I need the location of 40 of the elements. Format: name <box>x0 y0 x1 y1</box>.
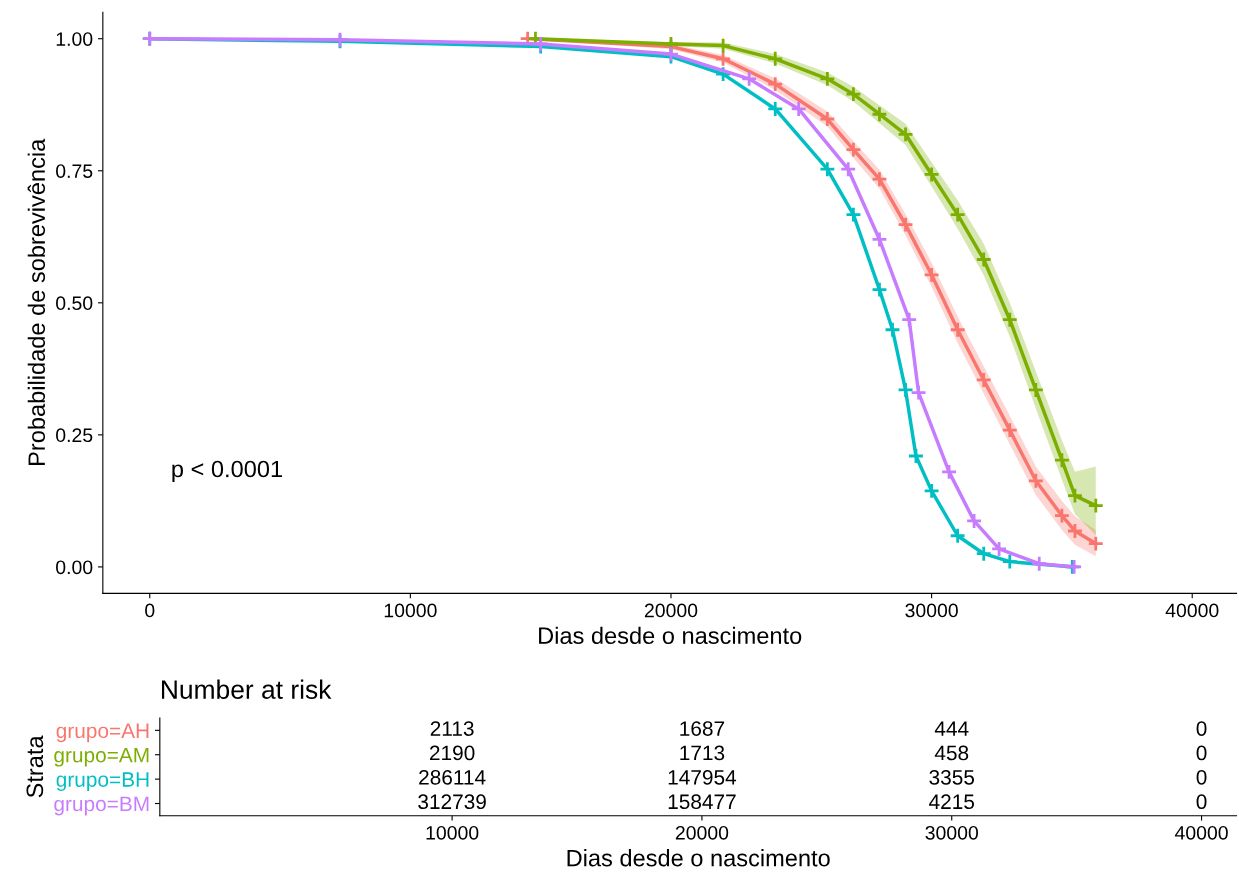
data-label: 4215 <box>929 794 975 810</box>
data-label: 147954 <box>668 769 737 785</box>
y-tick-label: grupo=AH <box>56 723 149 743</box>
y-axis-title: Strata <box>26 735 44 798</box>
x-tick-label: 30000 <box>905 603 958 618</box>
y-tick-label: grupo=BH <box>56 772 149 791</box>
x-tick-label: 30000 <box>925 825 979 840</box>
x-tick-label: 40000 <box>1174 825 1228 840</box>
annotation: p < 0.0001 <box>172 460 282 483</box>
data-label: 0 <box>1196 769 1207 785</box>
chart-title: Number at risk <box>162 679 332 699</box>
data-label: 0 <box>1196 721 1207 736</box>
y-tick-label: 1.00 <box>56 32 93 46</box>
data-label: 312739 <box>418 794 486 810</box>
data-label: 1687 <box>680 721 725 736</box>
y-tick-label: grupo=AM <box>54 747 149 767</box>
x-tick-label: 0 <box>145 603 155 618</box>
x-tick-label: 10000 <box>384 603 437 618</box>
x-tick-label: 20000 <box>675 825 729 840</box>
y-tick-label: 0.75 <box>56 164 93 178</box>
data-label: 458 <box>934 745 969 761</box>
x-tick-label: 10000 <box>426 825 479 840</box>
data-label: 1713 <box>680 745 725 761</box>
x-axis-title: Dias desde o nascimento <box>539 626 802 645</box>
x-tick-label: 40000 <box>1165 603 1219 618</box>
y-tick-label: 0.50 <box>56 296 93 311</box>
data-label: 2190 <box>429 745 475 761</box>
data-label: 0 <box>1196 794 1207 810</box>
y-tick-label: 0.00 <box>56 560 93 575</box>
data-label: 158477 <box>668 794 736 810</box>
data-label: 444 <box>934 721 969 736</box>
x-axis-title: Dias desde o nascimento <box>567 849 830 867</box>
x-tick-label: 20000 <box>644 603 698 618</box>
data-label: 0 <box>1196 745 1207 761</box>
y-tick-label: grupo=BM <box>54 796 149 816</box>
data-label: 3355 <box>929 769 975 785</box>
data-label: 286114 <box>419 769 486 785</box>
data-label: 2113 <box>430 721 474 736</box>
y-tick-label: 0.25 <box>56 428 93 443</box>
y-axis-title: Probabilidade de sobrevivência <box>27 138 46 465</box>
